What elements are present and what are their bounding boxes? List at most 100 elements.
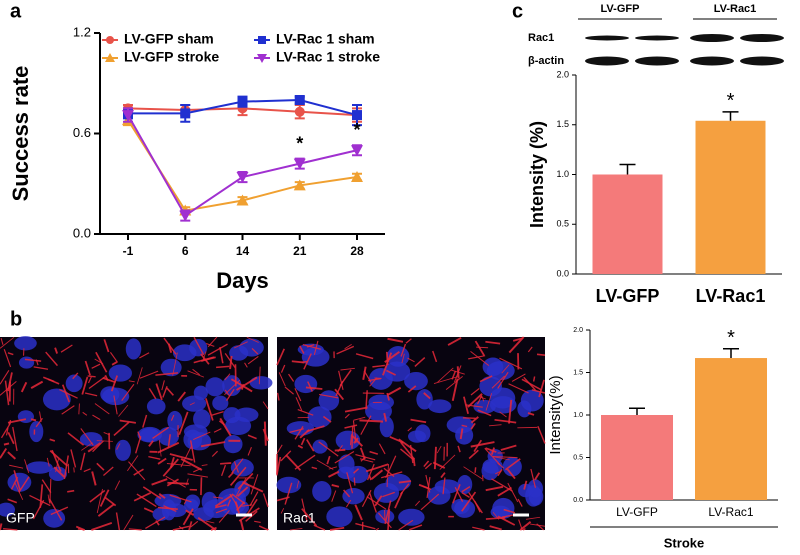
fiber — [316, 459, 334, 470]
fiber — [214, 504, 227, 509]
fiber — [334, 448, 346, 452]
fiber — [3, 348, 12, 368]
fiber — [382, 491, 395, 498]
fiber — [507, 482, 519, 503]
fiber — [10, 476, 19, 490]
fiber — [166, 463, 191, 467]
fiber — [99, 489, 110, 507]
blot-band — [690, 34, 734, 42]
fiber — [470, 388, 480, 396]
fiber — [459, 428, 464, 440]
fiber — [425, 474, 431, 493]
fiber — [88, 376, 106, 390]
legend-label: LV-GFP stroke — [124, 49, 219, 65]
fiber — [468, 449, 479, 460]
fiber — [503, 508, 516, 514]
fiber — [230, 378, 253, 393]
fiber — [60, 344, 73, 353]
fiber — [247, 446, 252, 456]
nucleus — [146, 398, 166, 415]
fiber — [468, 355, 486, 360]
blot-band — [690, 56, 734, 66]
fiber — [211, 450, 219, 457]
blot-band — [740, 56, 784, 66]
fiber — [227, 471, 234, 479]
nucleus — [234, 407, 259, 423]
fiber — [407, 427, 413, 432]
fiber — [250, 474, 259, 495]
fiber — [189, 402, 195, 406]
fiber — [500, 444, 517, 451]
fiber — [497, 371, 509, 389]
annotation: * — [353, 120, 360, 140]
fiber — [193, 431, 211, 441]
fiber — [387, 337, 404, 343]
nucleus — [115, 439, 131, 461]
fiber — [318, 441, 339, 457]
fiber — [182, 508, 194, 526]
fiber — [33, 366, 49, 370]
fiber — [216, 365, 230, 369]
fiber — [394, 491, 404, 509]
fiber — [139, 370, 159, 379]
nucleus — [205, 377, 225, 397]
fiber — [523, 376, 536, 391]
x-tick-label: -1 — [123, 244, 134, 258]
data-point — [236, 172, 249, 184]
fiber — [200, 356, 216, 362]
fiber — [121, 383, 135, 401]
nucleus — [230, 458, 254, 477]
y-axis-label: Intensity (%) — [527, 121, 547, 228]
fiber — [92, 440, 104, 453]
fiber — [278, 372, 286, 387]
blot-band — [585, 56, 629, 66]
fiber — [244, 362, 248, 368]
fiber — [9, 464, 24, 469]
fiber — [451, 378, 459, 402]
nucleus — [434, 479, 460, 494]
fiber — [187, 473, 208, 478]
fiber — [470, 351, 490, 366]
bar — [592, 174, 663, 274]
fiber — [54, 347, 59, 354]
fiber — [372, 364, 386, 368]
fiber — [103, 466, 114, 476]
fiber — [497, 468, 503, 477]
fiber — [177, 391, 186, 402]
nucleus — [335, 430, 361, 451]
fiber — [479, 375, 493, 383]
fiber — [89, 489, 106, 503]
fiber — [276, 456, 282, 475]
fiber — [369, 450, 379, 455]
data-point — [180, 108, 191, 119]
legend-label: LV-Rac 1 stroke — [276, 49, 380, 65]
fiber — [474, 467, 477, 473]
fiber — [400, 448, 415, 461]
fiber — [91, 471, 97, 486]
fiber — [381, 471, 403, 479]
fiber — [104, 374, 109, 381]
nucleus — [398, 508, 425, 526]
fiber — [193, 467, 202, 473]
fiber — [401, 353, 405, 364]
fiber — [538, 379, 545, 398]
fiber — [7, 418, 27, 424]
fiber — [338, 370, 344, 390]
fiber — [508, 336, 525, 354]
x-tick-label: LV-GFP — [616, 505, 658, 519]
fiber — [158, 440, 162, 457]
fiber — [167, 434, 171, 448]
fiber — [374, 495, 383, 507]
fiber — [360, 415, 372, 435]
y-tick-label: 2.0 — [556, 69, 569, 79]
fiber — [334, 451, 355, 464]
fiber — [20, 381, 28, 393]
fiber — [3, 442, 10, 446]
fiber — [501, 364, 510, 374]
fiber — [322, 415, 332, 423]
fiber — [246, 336, 259, 343]
fiber — [276, 392, 280, 401]
nucleus — [223, 435, 243, 454]
fiber — [467, 393, 483, 408]
nucleus — [518, 483, 533, 498]
